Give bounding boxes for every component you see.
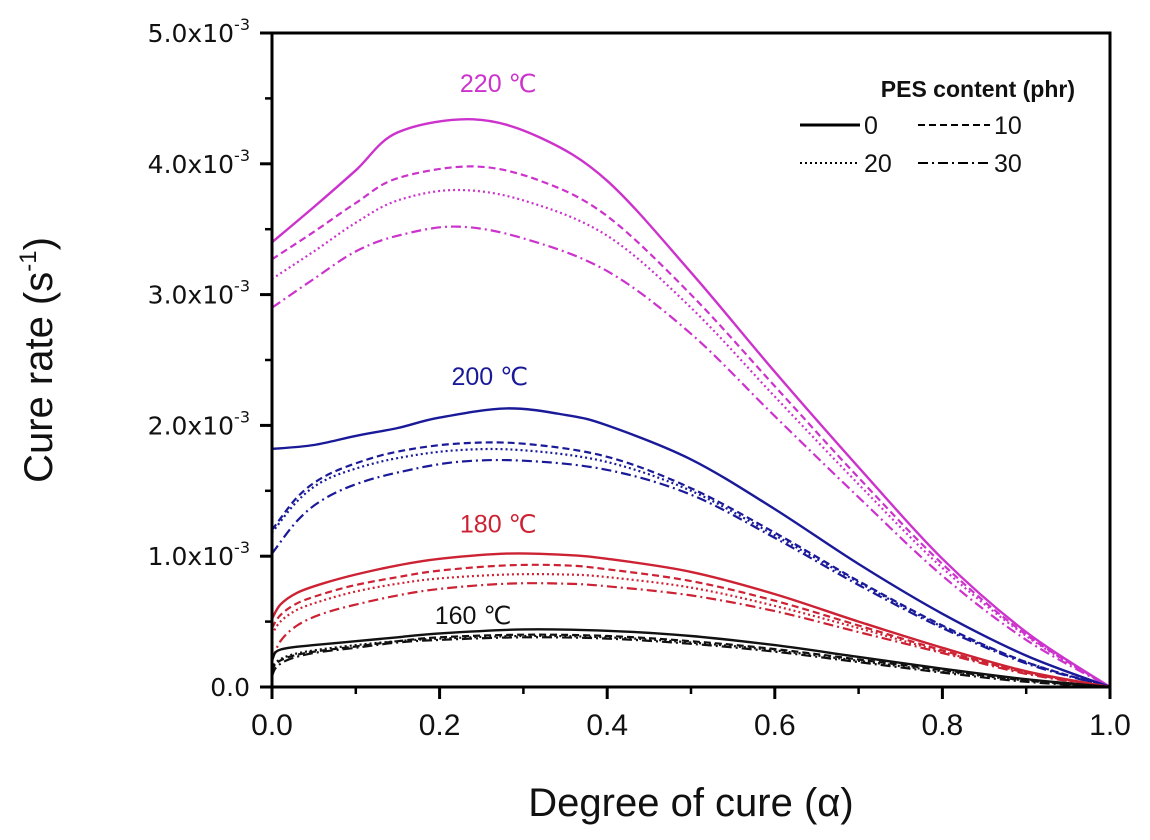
y-tick-label-main: 0.0 xyxy=(210,673,250,702)
series-line-220c-30phr xyxy=(271,225,1111,688)
series-line-180c-10phr xyxy=(271,563,1111,689)
series-line-200c-10phr xyxy=(271,441,1111,689)
series-layer xyxy=(270,118,1111,689)
series-line-180c-0phr xyxy=(270,552,1111,689)
ticks-layer: 0.0 0.2 0.4 0.6 0.8 1.00.01.0x10-32.0x10-33.0… xyxy=(148,15,1131,742)
series-line-160c-30phr xyxy=(270,636,1111,689)
series-line-180c-20phr xyxy=(271,573,1111,689)
y-tick-label-main: 5.0x10 xyxy=(148,19,234,48)
y-tick-label: 1.0x10-3 xyxy=(148,538,250,571)
legend-label: 0 xyxy=(864,112,878,140)
temperature-label-160: 160 ℃ xyxy=(435,602,512,630)
y-tick-label: 2.0x10-3 xyxy=(148,407,250,440)
temperature-label-180: 180 ℃ xyxy=(460,511,537,539)
series-line-200c-0phr xyxy=(271,407,1111,689)
y-tick-label-exponent: -3 xyxy=(234,538,250,557)
series-line-200c-30phr xyxy=(271,458,1111,689)
legend-entries: 0 10 20 30 xyxy=(800,112,1022,178)
series-line-220c-0phr xyxy=(271,118,1111,689)
x-tick-label: 0.6 xyxy=(754,709,796,742)
x-tick-label: 0.2 xyxy=(419,709,461,742)
legend-title: PES content (phr) xyxy=(881,76,1075,102)
legend-label: 30 xyxy=(994,150,1022,178)
y-axis-title-close: ) xyxy=(17,237,61,250)
y-tick-label-main: 2.0x10 xyxy=(148,411,234,440)
y-axis-title: Cure rate (s-1) xyxy=(15,237,61,483)
y-tick-label-main: 1.0x10 xyxy=(148,542,234,571)
series-line-220c-20phr xyxy=(271,188,1111,688)
y-tick-label: 3.0x10-3 xyxy=(148,277,250,310)
x-tick-label: 0.8 xyxy=(922,709,964,742)
temperature-label-220: 220 ℃ xyxy=(460,70,537,98)
temperature-label-200: 200 ℃ xyxy=(452,363,529,391)
series-line-160c-0phr xyxy=(270,628,1111,689)
x-axis-title: Degree of cure (α) xyxy=(528,781,853,825)
y-tick-label-exponent: -3 xyxy=(234,407,250,426)
y-tick-label: 4.0x10-3 xyxy=(148,146,250,179)
y-tick-label-main: 3.0x10 xyxy=(148,281,234,310)
y-tick-label: 0.0 xyxy=(210,673,250,702)
legend-label: 20 xyxy=(864,150,892,178)
y-axis-title-sup: -1 xyxy=(15,250,42,271)
series-line-180c-30phr xyxy=(270,582,1111,689)
legend: PES content (phr) 0 10 20 30 xyxy=(800,76,1075,178)
x-tick-label: 1.0 xyxy=(1089,709,1131,742)
series-line-160c-10phr xyxy=(270,633,1111,689)
x-tick-label: 0.0 xyxy=(251,709,293,742)
y-tick-label-exponent: -3 xyxy=(234,146,250,165)
y-axis-title-main: Cure rate (s xyxy=(17,272,61,483)
y-tick-label-exponent: -3 xyxy=(234,15,250,34)
y-tick-label-exponent: -3 xyxy=(234,277,250,296)
y-tick-label: 5.0x10-3 xyxy=(148,15,250,48)
annotation-layer: 220 ℃ 200 ℃ 180 ℃ 160 ℃ xyxy=(435,70,537,630)
y-tick-label-main: 4.0x10 xyxy=(148,150,234,179)
legend-label: 10 xyxy=(994,112,1022,140)
series-line-160c-20phr xyxy=(270,634,1111,689)
series-line-200c-20phr xyxy=(271,447,1111,689)
series-line-220c-10phr xyxy=(271,165,1111,688)
x-tick-label: 0.4 xyxy=(586,709,628,742)
